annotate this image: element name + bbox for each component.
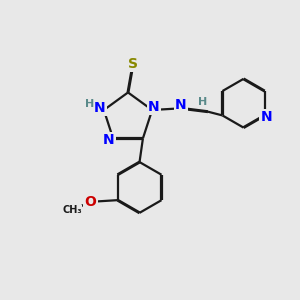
Text: H: H <box>198 97 208 107</box>
Text: O: O <box>85 195 96 209</box>
Text: N: N <box>103 133 115 147</box>
Text: H: H <box>85 99 94 109</box>
Text: N: N <box>175 98 187 112</box>
Text: CH₃: CH₃ <box>62 205 82 215</box>
Text: S: S <box>128 57 138 71</box>
Text: N: N <box>94 101 106 115</box>
Text: N: N <box>148 100 160 114</box>
Text: N: N <box>260 110 272 124</box>
